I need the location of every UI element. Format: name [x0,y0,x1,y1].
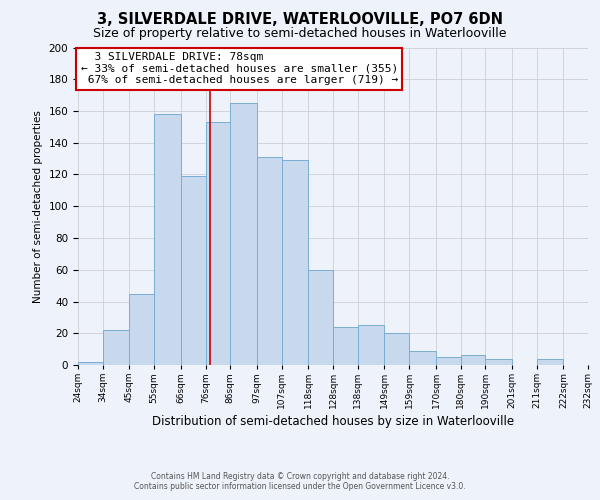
Bar [103,330,130,365]
Bar [485,358,512,365]
Text: Contains HM Land Registry data © Crown copyright and database right 2024.
Contai: Contains HM Land Registry data © Crown c… [134,472,466,491]
X-axis label: Distribution of semi-detached houses by size in Waterlooville: Distribution of semi-detached houses by … [152,416,514,428]
Bar [181,176,206,365]
Bar [130,294,154,365]
Bar [409,350,436,365]
Bar [333,327,358,365]
Bar [461,356,485,365]
Text: 3, SILVERDALE DRIVE, WATERLOOVILLE, PO7 6DN: 3, SILVERDALE DRIVE, WATERLOOVILLE, PO7 … [97,12,503,28]
Y-axis label: Number of semi-detached properties: Number of semi-detached properties [33,110,43,302]
Bar [78,362,103,365]
Text: Size of property relative to semi-detached houses in Waterlooville: Size of property relative to semi-detach… [93,28,507,40]
Bar [230,103,257,365]
Bar [257,157,281,365]
Bar [154,114,181,365]
Bar [436,357,461,365]
Bar [281,160,308,365]
Bar [385,333,409,365]
Text: 3 SILVERDALE DRIVE: 78sqm
← 33% of semi-detached houses are smaller (355)
 67% o: 3 SILVERDALE DRIVE: 78sqm ← 33% of semi-… [80,52,398,86]
Bar [536,358,563,365]
Bar [308,270,333,365]
Bar [206,122,230,365]
Bar [358,326,385,365]
